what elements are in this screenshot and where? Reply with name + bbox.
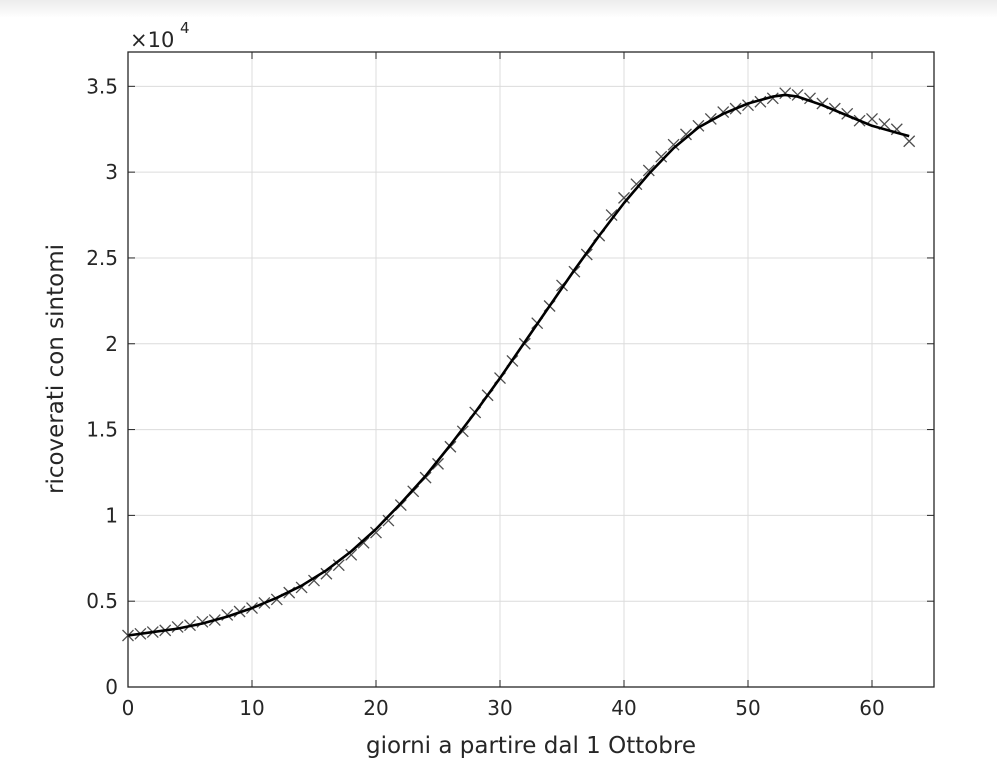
series-fit-line — [127, 93, 910, 637]
data-point-marker — [680, 128, 692, 141]
window-top-strip — [0, 0, 997, 18]
axes-box — [127, 51, 935, 688]
y-tick-label: 3 — [105, 160, 118, 184]
grid — [127, 52, 934, 688]
data-point-marker — [618, 191, 630, 204]
data-point-marker — [630, 178, 643, 191]
y-tick-label: 1 — [105, 503, 118, 527]
data-point-marker — [320, 567, 333, 580]
y-tick-label: 1.5 — [86, 418, 118, 442]
y-tick-label: 2.5 — [86, 246, 118, 270]
x-tick-label: 30 — [487, 696, 512, 720]
x-axis-label: giorni a partire dal 1 Ottobre — [366, 733, 696, 759]
data-point-marker — [432, 457, 444, 470]
data-point-marker — [332, 559, 345, 572]
y-axis-label: ricoverati con sintomi — [43, 244, 69, 494]
y-tick-label: 0.5 — [86, 589, 118, 613]
x-tick-label: 0 — [122, 696, 135, 720]
data-point-marker — [171, 620, 184, 633]
data-point-marker — [655, 150, 668, 163]
y-tick-label: 2 — [105, 332, 118, 356]
x-tick-label: 50 — [735, 696, 760, 720]
data-point-marker — [766, 92, 779, 105]
data-point-marker — [866, 112, 878, 125]
y-exponent-label: ×10 4 — [130, 19, 190, 52]
ticks: 0 10 20 30 40 50 60 0 0.5 1 1.5 2 2.5 3 3.5 — [86, 52, 934, 720]
plot-background — [128, 52, 934, 687]
data-point-marker — [642, 164, 655, 177]
y-exponent-base: ×10 — [130, 28, 174, 52]
x-tick-label: 40 — [611, 696, 636, 720]
series-layer — [122, 87, 916, 642]
x-tick-label: 60 — [859, 696, 884, 720]
data-point-marker — [382, 514, 395, 527]
data-point-marker — [779, 87, 792, 100]
data-point-marker — [345, 548, 358, 561]
data-point-marker — [605, 209, 618, 222]
data-point-marker — [667, 138, 680, 151]
y-exponent-power: 4 — [180, 19, 190, 37]
data-point-marker — [370, 526, 382, 539]
data-point-marker — [903, 135, 916, 148]
y-tick-label: 0 — [105, 675, 118, 699]
data-point-marker — [357, 536, 370, 549]
x-tick-label: 20 — [363, 696, 388, 720]
x-tick-label: 10 — [239, 696, 264, 720]
y-tick-label: 3.5 — [86, 74, 118, 98]
